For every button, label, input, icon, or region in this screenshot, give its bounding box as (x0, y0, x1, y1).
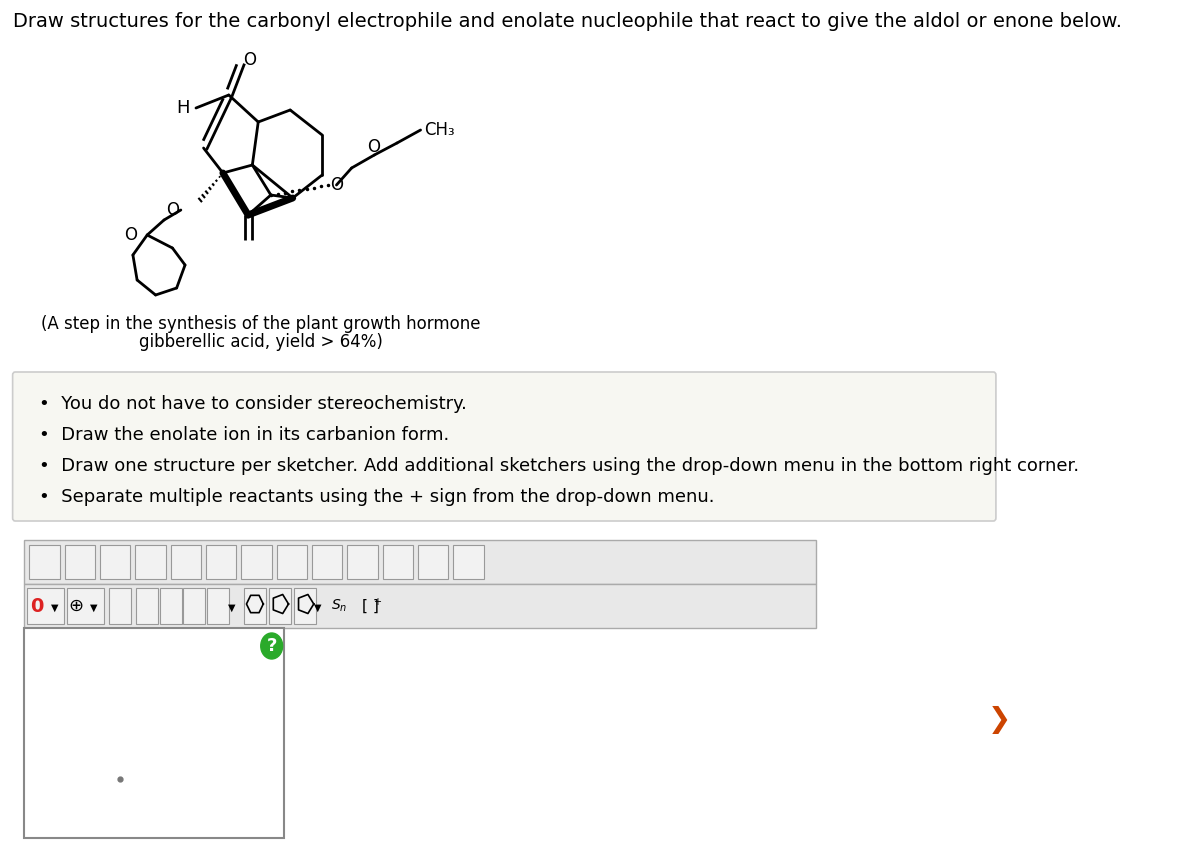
Bar (206, 588, 229, 624)
Text: ▼: ▼ (50, 603, 59, 613)
Text: •  Separate multiple reactants using the + sign from the drop-down menu.: • Separate multiple reactants using the … (38, 488, 714, 506)
Text: H: H (175, 99, 190, 117)
Bar (418, 545, 449, 579)
Circle shape (260, 633, 283, 659)
Text: +: + (373, 597, 382, 607)
Text: (A step in the synthesis of the plant growth hormone: (A step in the synthesis of the plant gr… (41, 315, 480, 333)
Text: O: O (244, 51, 256, 69)
Bar (24, 584, 816, 628)
Text: 0: 0 (30, 596, 43, 616)
Bar (241, 545, 271, 579)
Bar (24, 540, 816, 584)
Bar (30, 545, 60, 579)
Text: ▼: ▼ (314, 603, 322, 613)
Bar (347, 545, 378, 579)
FancyBboxPatch shape (13, 372, 996, 521)
Bar (277, 545, 307, 579)
Text: O: O (166, 201, 179, 219)
Text: gibberellic acid, yield > 64%): gibberellic acid, yield > 64%) (139, 333, 383, 351)
Text: O: O (124, 226, 137, 244)
Text: ?: ? (266, 637, 277, 655)
Bar (137, 588, 158, 624)
Text: Draw structures for the carbonyl electrophile and enolate nucleophile that react: Draw structures for the carbonyl electro… (13, 12, 1122, 31)
Text: ❯: ❯ (988, 706, 1010, 734)
Text: •  Draw one structure per sketcher. Add additional sketchers using the drop-down: • Draw one structure per sketcher. Add a… (38, 457, 1079, 475)
Bar (136, 545, 166, 579)
Bar (184, 588, 205, 624)
Bar (67, 588, 104, 624)
Text: O: O (367, 138, 380, 156)
Text: ▼: ▼ (228, 603, 235, 613)
Bar (206, 545, 236, 579)
Text: ▼: ▼ (90, 603, 98, 613)
Text: $S_n$: $S_n$ (330, 598, 347, 614)
Bar (24, 628, 284, 838)
Bar (269, 588, 292, 624)
Bar (109, 588, 131, 624)
Bar (244, 588, 266, 624)
Bar (454, 545, 484, 579)
Text: [ ]: [ ] (361, 598, 378, 613)
Text: •  Draw the enolate ion in its carbanion form.: • Draw the enolate ion in its carbanion … (38, 426, 449, 444)
Text: CH₃: CH₃ (424, 121, 455, 139)
Bar (170, 545, 202, 579)
Text: ⊕: ⊕ (68, 597, 83, 615)
Bar (294, 588, 317, 624)
Bar (160, 588, 181, 624)
Bar (65, 545, 95, 579)
Text: •  You do not have to consider stereochemistry.: • You do not have to consider stereochem… (38, 395, 467, 413)
Bar (26, 588, 64, 624)
Bar (100, 545, 131, 579)
Text: O: O (330, 176, 343, 194)
Bar (312, 545, 342, 579)
Bar (383, 545, 413, 579)
